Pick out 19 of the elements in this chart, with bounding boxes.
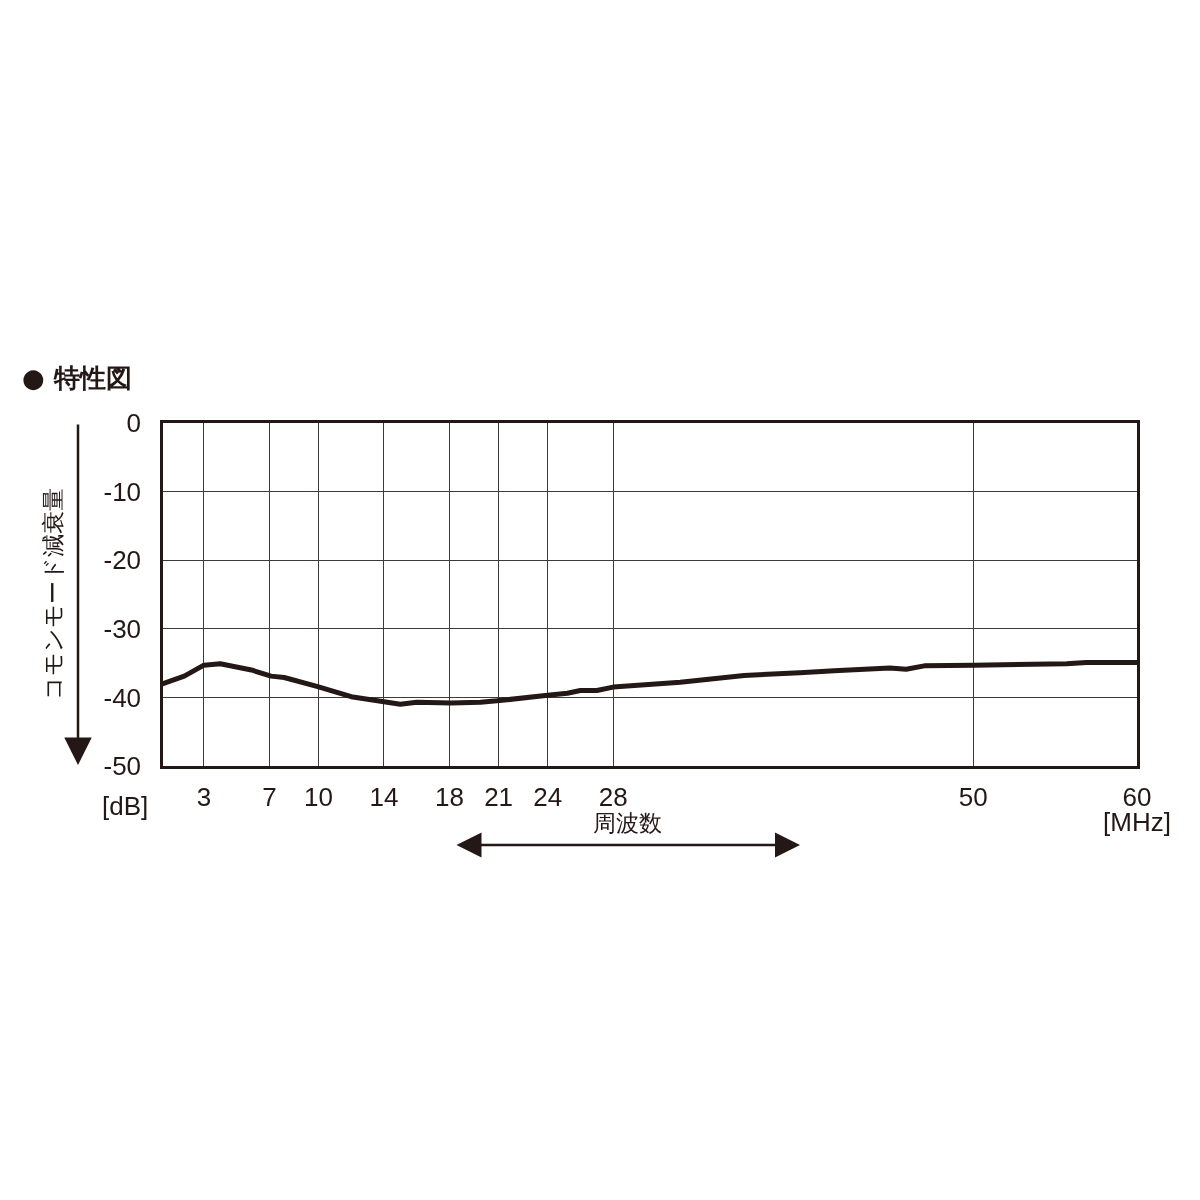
x-tick-label: 24 bbox=[533, 781, 563, 812]
y-tick-label: -10 bbox=[103, 476, 142, 507]
y-tick-label: 0 bbox=[126, 408, 142, 439]
y-tick-label: -20 bbox=[103, 545, 142, 576]
y-tick-label: -30 bbox=[103, 613, 142, 644]
y-tick-label: -50 bbox=[103, 751, 142, 782]
y-axis-title: コモンモード減衰量 bbox=[39, 488, 66, 701]
x-tick-label: 21 bbox=[484, 781, 514, 812]
x-tick-label: 3 bbox=[196, 781, 212, 812]
x-tick-label: 14 bbox=[369, 781, 399, 812]
x-tick-label: 7 bbox=[262, 781, 277, 812]
chart-title: ● 特性図 bbox=[22, 363, 132, 394]
x-tick-label: 18 bbox=[435, 781, 464, 812]
x-tick-label: 28 bbox=[598, 781, 628, 812]
x-axis-title: 周波数 bbox=[593, 810, 662, 836]
y-tick-label: -40 bbox=[103, 682, 142, 713]
x-tick-label: 10 bbox=[304, 781, 333, 812]
text: [dB] bbox=[102, 791, 149, 821]
x-tick-label: 50 bbox=[958, 781, 988, 812]
